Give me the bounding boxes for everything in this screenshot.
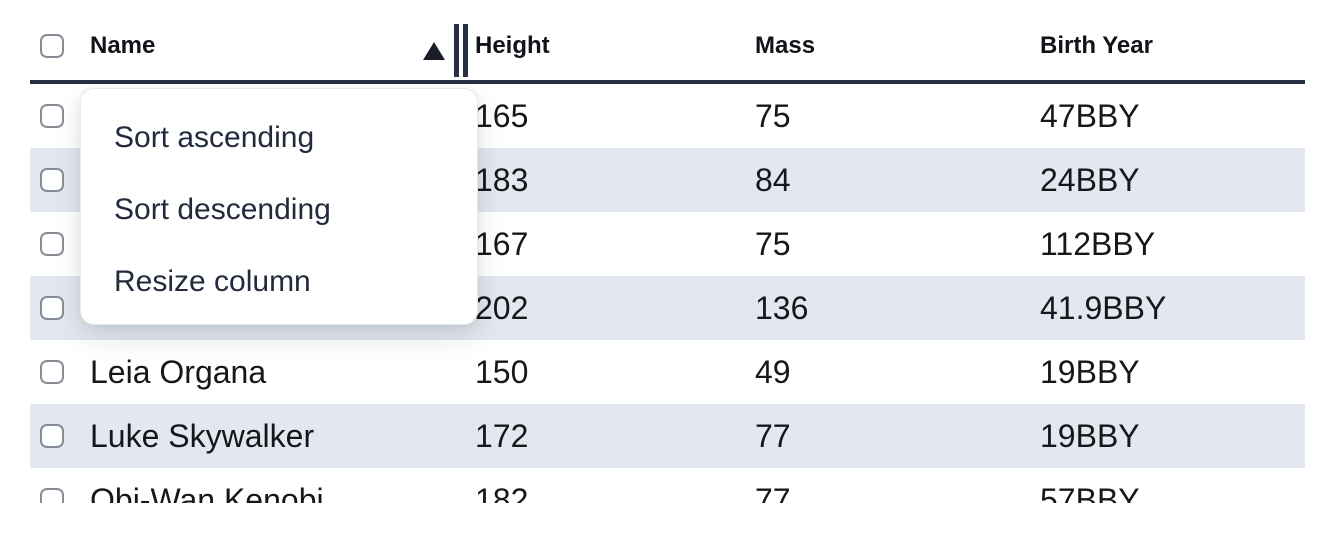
table-row: 167 75 112BBY (30, 212, 1305, 276)
row-checkbox-cell (30, 296, 90, 320)
height-cell: 182 (475, 481, 529, 504)
mass-cell: 75 (755, 225, 791, 262)
mass-cell: 136 (755, 289, 809, 326)
birth-year-cell: 19BBY (1040, 417, 1140, 454)
table-row: Luke Skywalker 172 77 19BBY (30, 404, 1305, 468)
column-header-birth-year-label: Birth Year (1040, 32, 1153, 59)
mass-cell: 77 (755, 481, 791, 504)
row-checkbox[interactable] (40, 168, 64, 192)
mass-cell: 49 (755, 353, 791, 390)
menu-item-sort-descending[interactable]: Sort descending (114, 193, 331, 226)
select-all-checkbox[interactable] (40, 34, 64, 58)
resize-bar-icon (463, 24, 468, 77)
column-header-mass[interactable]: Mass (755, 12, 1040, 80)
table-row: Obi-Wan Kenobi 182 77 57BBY (30, 468, 1305, 503)
mass-cell: 84 (755, 161, 791, 198)
height-cell: 150 (475, 353, 529, 390)
mass-cell: 75 (755, 97, 791, 134)
row-checkbox-cell (30, 488, 90, 503)
row-checkbox-cell (30, 168, 90, 192)
row-checkbox[interactable] (40, 104, 64, 128)
row-checkbox[interactable] (40, 296, 64, 320)
column-resize-handle[interactable] (454, 24, 468, 77)
row-checkbox[interactable] (40, 424, 64, 448)
name-cell: Obi-Wan Kenobi (90, 481, 324, 504)
name-cell: Luke Skywalker (90, 417, 315, 454)
table-row: Leia Organa 150 49 19BBY (30, 340, 1305, 404)
height-cell: 167 (475, 225, 529, 262)
birth-year-cell: 41.9BBY (1040, 289, 1167, 326)
table-row: 202 136 41.9BBY (30, 276, 1305, 340)
header-checkbox-cell (30, 12, 90, 80)
birth-year-cell: 112BBY (1040, 225, 1156, 262)
height-cell: 183 (475, 161, 529, 198)
row-checkbox[interactable] (40, 488, 64, 503)
row-checkbox-cell (30, 232, 90, 256)
table-body: 165 75 47BBY 183 84 24BBY 167 75 112BBY 202 136 41.… (30, 84, 1305, 503)
menu-item-resize-column[interactable]: Resize column (114, 265, 311, 298)
height-cell: 165 (475, 97, 529, 134)
row-checkbox-cell (30, 424, 90, 448)
birth-year-cell: 19BBY (1040, 353, 1140, 390)
name-cell: Leia Organa (90, 353, 267, 390)
row-checkbox-cell (30, 360, 90, 384)
resize-bar-icon (454, 24, 459, 77)
table-row: 165 75 47BBY (30, 84, 1305, 148)
menu-item-sort-ascending[interactable]: Sort ascending (114, 121, 315, 154)
birth-year-cell: 47BBY (1040, 97, 1140, 134)
table-header-row: Name Height Mass Birth Year (30, 12, 1305, 84)
column-header-height-label: Height (475, 32, 550, 59)
column-header-height[interactable]: Height (475, 12, 755, 80)
birth-year-cell: 24BBY (1040, 161, 1140, 198)
mass-cell: 77 (755, 417, 791, 454)
birth-year-cell: 57BBY (1040, 481, 1140, 504)
row-checkbox[interactable] (40, 360, 64, 384)
sort-ascending-icon (423, 42, 445, 60)
row-checkbox[interactable] (40, 232, 64, 256)
column-context-menu: Sort ascending Sort descending Resize colu… (80, 88, 478, 325)
data-table: Name Height Mass Birth Year 165 75 47BBY 18… (30, 12, 1305, 503)
column-header-name[interactable]: Name (90, 12, 475, 80)
column-header-birth-year[interactable]: Birth Year (1040, 12, 1305, 80)
height-cell: 202 (475, 289, 529, 326)
height-cell: 172 (475, 417, 529, 454)
row-checkbox-cell (30, 104, 90, 128)
column-header-name-label: Name (90, 32, 156, 59)
column-header-mass-label: Mass (755, 32, 816, 59)
